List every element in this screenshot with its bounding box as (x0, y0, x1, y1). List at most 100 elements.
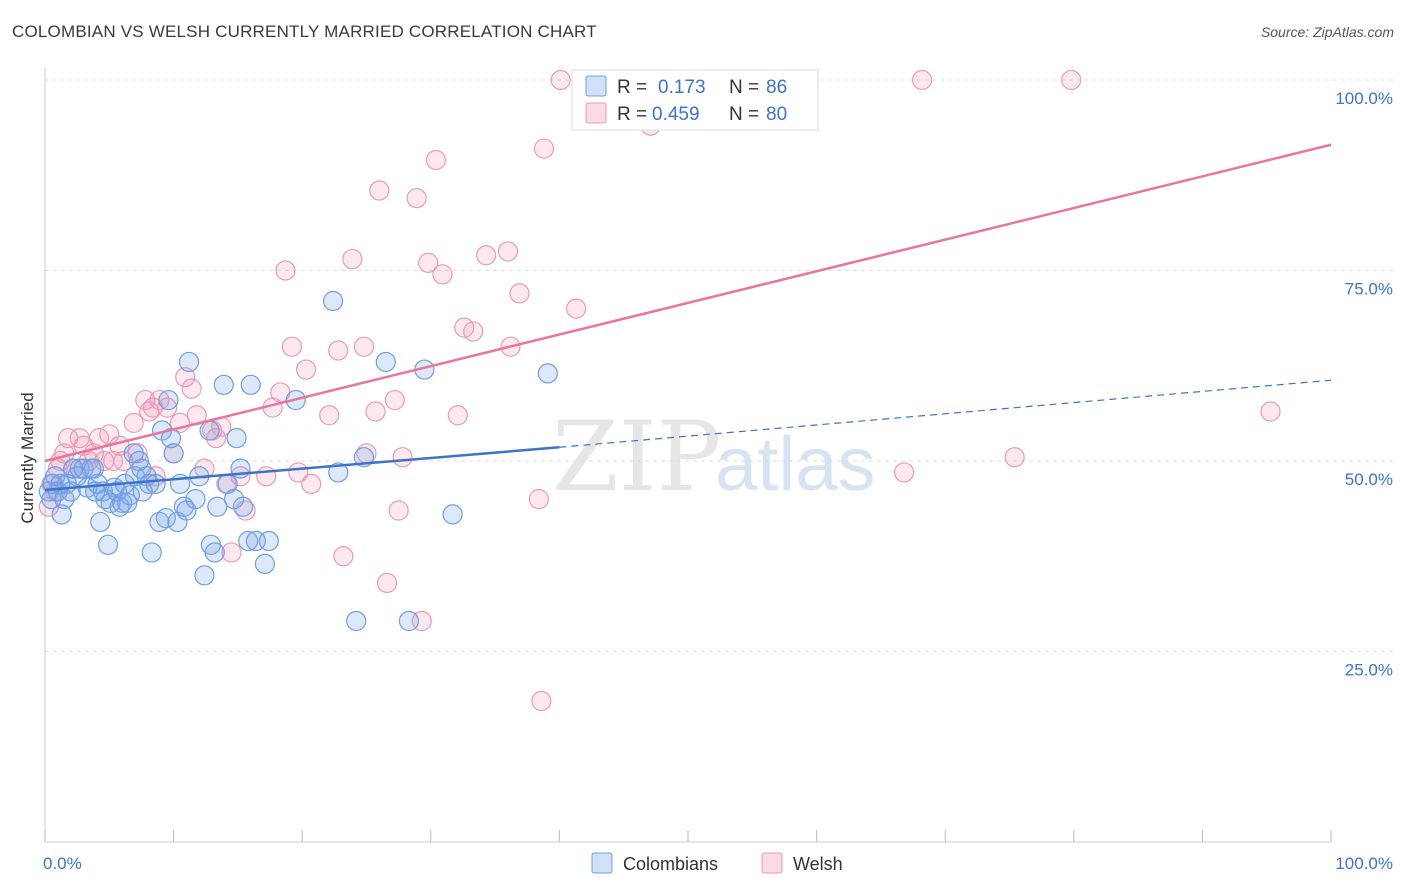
welsh-point (392, 447, 413, 468)
colombian-point (537, 363, 558, 384)
colombian-point (328, 462, 349, 483)
legend-n-value-pink: 80 (766, 104, 787, 125)
welsh-point (509, 283, 530, 304)
welsh-point (295, 359, 317, 380)
trend-lines (44, 143, 1332, 492)
watermark-atlas: atlas (715, 422, 876, 507)
colombian-point (145, 473, 166, 494)
colombian-trend-extension (559, 379, 1332, 448)
colombian-point (163, 443, 184, 464)
welsh-point (447, 405, 468, 426)
colombian-point (194, 565, 215, 586)
colombian-point (375, 351, 396, 373)
welsh-point (550, 69, 571, 91)
colombian-point (149, 511, 170, 533)
legend-r-value-blue: 0.173 (658, 77, 706, 98)
colombian-point (141, 542, 162, 563)
colombian-point (226, 428, 247, 449)
welsh-point (99, 424, 120, 445)
colombian-point (90, 511, 111, 533)
welsh-trend-line (44, 143, 1332, 463)
colombian-point (240, 374, 261, 395)
welsh-point (406, 188, 427, 209)
welsh-point (319, 405, 340, 426)
chart-title: COLOMBIAN VS WELSH CURRENTLY MARRIED COR… (12, 22, 597, 41)
colombian-point (119, 485, 140, 506)
colombian-point (155, 508, 176, 529)
welsh-point (301, 473, 322, 494)
y-tick-label: 25.0% (1345, 661, 1393, 680)
welsh-point (566, 298, 587, 319)
welsh-point (275, 260, 296, 281)
welsh-point (256, 466, 277, 487)
y-tick-label: 75.0% (1345, 280, 1393, 299)
colombian-point (204, 542, 225, 563)
colombian-point (442, 504, 463, 525)
series-legend: Colombians Welsh (591, 852, 843, 874)
colombian-point (213, 374, 234, 395)
welsh-point (533, 138, 555, 159)
source-credit: Source: ZipAtlas.com (1260, 24, 1394, 40)
welsh-point (353, 336, 375, 357)
legend-welsh-label: Welsh (793, 854, 843, 874)
colombian-trend-line (44, 446, 560, 492)
colombian-point (106, 481, 128, 502)
welsh-point (369, 180, 390, 201)
legend-swatch-blue (585, 75, 607, 97)
colombian-point (199, 420, 220, 441)
watermark-zip: ZIP (552, 401, 721, 513)
welsh-point (157, 397, 178, 418)
welsh-point (911, 69, 933, 91)
welsh-point (230, 466, 251, 487)
axes: 0.0% 100.0% (43, 68, 1393, 873)
welsh-point (135, 389, 156, 411)
colombian-point (398, 610, 420, 632)
colombian-point (51, 504, 72, 525)
colombian-point (160, 428, 182, 449)
welsh-point (365, 401, 386, 422)
x-tick-label-max: 100.0% (1335, 854, 1393, 873)
welsh-point (893, 462, 915, 483)
legend-colombians-swatch (591, 852, 613, 874)
welsh-point (175, 367, 196, 388)
watermark: ZIP atlas (552, 401, 876, 513)
colombian-point (185, 489, 206, 510)
welsh-point (123, 412, 144, 433)
welsh-point (432, 264, 453, 285)
welsh-point (376, 572, 398, 594)
welsh-point (497, 241, 519, 262)
colombian-point (97, 534, 119, 555)
colombian-point (158, 389, 179, 411)
legend-n-label-pink: N = (729, 104, 759, 125)
welsh-points (38, 69, 1281, 712)
welsh-point (1004, 447, 1025, 468)
welsh-point (333, 546, 354, 567)
colombian-point (178, 351, 200, 373)
welsh-point (388, 500, 409, 521)
welsh-point (328, 340, 349, 361)
legend-colombians-label: Colombians (623, 854, 718, 874)
welsh-point (425, 149, 447, 171)
welsh-point (528, 489, 549, 510)
welsh-point (531, 690, 552, 712)
x-tick-label-min: 0.0% (43, 854, 82, 873)
welsh-point (418, 252, 439, 273)
welsh-point (103, 450, 124, 472)
welsh-point (1061, 69, 1082, 91)
welsh-point (463, 321, 484, 342)
colombian-point (322, 290, 344, 312)
gridlines: 25.0% 50.0% 75.0% 100.0% (45, 79, 1395, 680)
colombian-point (73, 458, 94, 479)
correlation-legend: R = 0.173 N = 86 R = 0.459 N = 80 (571, 69, 819, 131)
legend-r-value-pink: 0.459 (652, 104, 700, 125)
colombian-point (346, 610, 367, 632)
colombian-point (232, 496, 254, 517)
colombian-point (238, 530, 259, 552)
colombian-point (83, 458, 104, 479)
colombian-point (139, 473, 160, 494)
welsh-point (1260, 401, 1281, 422)
legend-welsh-swatch (761, 852, 783, 874)
colombian-point (173, 496, 194, 517)
legend-r-label-blue: R = (617, 77, 647, 98)
